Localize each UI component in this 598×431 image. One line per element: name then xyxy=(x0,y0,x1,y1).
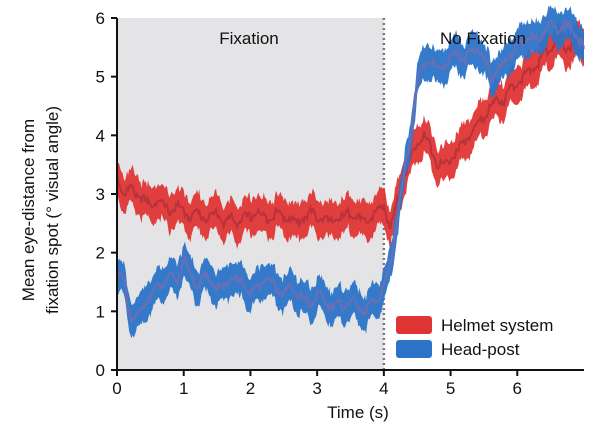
legend-label-helmet-system: Helmet system xyxy=(441,316,553,335)
y-tick-label-2: 2 xyxy=(96,244,105,263)
legend: Helmet system Head-post xyxy=(396,316,553,359)
y-axis-title-line-1: Mean eye-distance from xyxy=(19,119,38,301)
region-label-no-fixation: No Fixation xyxy=(440,29,526,48)
x-tick-label-6: 6 xyxy=(513,379,522,398)
y-axis-title: Mean eye-distance from fixation spot (° … xyxy=(19,106,62,314)
series-layer xyxy=(116,5,585,339)
axis-layer: 0 1 2 3 4 5 6 0 1 2 3 4 5 6 xyxy=(96,9,584,398)
x-tick-label-0: 0 xyxy=(112,379,121,398)
series-0 xyxy=(116,19,585,250)
y-tick-label-4: 4 xyxy=(96,126,105,145)
x-tick-label-1: 1 xyxy=(179,379,188,398)
y-tick-label-6: 6 xyxy=(96,9,105,28)
legend-swatch-helmet-system xyxy=(396,316,432,334)
legend-label-head-post: Head-post xyxy=(441,340,520,359)
y-axis-title-line-2: fixation spot (° visual angle) xyxy=(43,106,62,314)
y-tick-label-3: 3 xyxy=(96,185,105,204)
legend-swatch-head-post xyxy=(396,340,432,358)
series-1 xyxy=(116,5,585,339)
region-label-fixation: Fixation xyxy=(219,29,279,48)
x-tick-label-5: 5 xyxy=(446,379,455,398)
x-tick-label-3: 3 xyxy=(312,379,321,398)
x-axis-title: Time (s) xyxy=(327,403,389,422)
y-tick-label-0: 0 xyxy=(96,361,105,380)
series-0-band xyxy=(117,19,584,250)
y-tick-label-5: 5 xyxy=(96,68,105,87)
series-1-line xyxy=(116,19,585,325)
x-tick-label-2: 2 xyxy=(246,379,255,398)
x-tick-label-4: 4 xyxy=(379,379,388,398)
series-0-line xyxy=(116,34,585,231)
y-tick-label-1: 1 xyxy=(96,302,105,321)
